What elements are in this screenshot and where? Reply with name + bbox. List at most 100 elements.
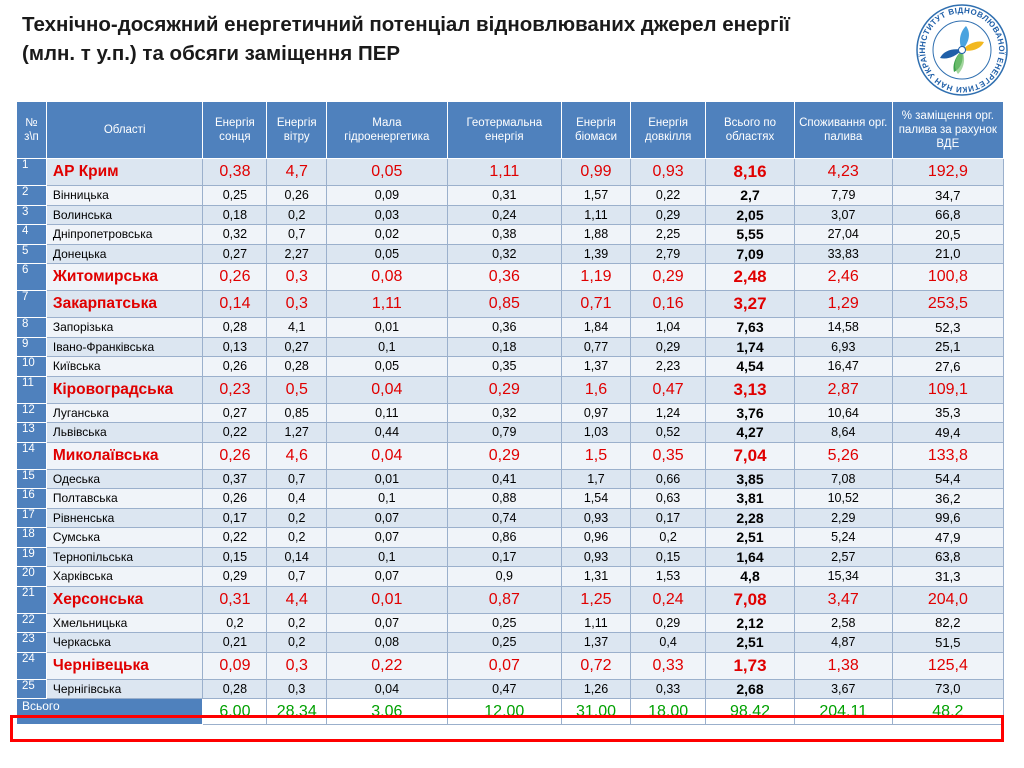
cell-ambient: 1,24: [629, 402, 707, 423]
cell-fuel-consumption: 3,67: [793, 678, 893, 699]
row-number: 8: [16, 317, 47, 338]
col-header-number: № з\п: [16, 101, 47, 159]
cell-replacement-pct: 73,0: [891, 678, 1005, 699]
cell-wind: 0,7: [266, 224, 328, 245]
cell-solar: 0,26: [202, 488, 268, 509]
table-row: 10 Київська 0,26 0,28 0,05 0,35 1,37 2,23 4,54 16…: [16, 356, 1005, 377]
total-fuel-consumption: 204,11: [793, 698, 893, 725]
cell-fuel-consumption: 7,08: [793, 468, 893, 489]
cell-small-hydro: 0,1: [326, 546, 448, 567]
table-header-row: № з\п Області Енергія сонця Енергія вітр…: [16, 101, 1005, 159]
cell-biomass: 0,93: [560, 507, 632, 528]
cell-replacement-pct: 20,5: [891, 224, 1005, 245]
cell-wind: 0,3: [266, 263, 328, 291]
cell-solar: 0,21: [202, 632, 268, 653]
col-header-ambient: Енергія довкілля: [629, 101, 707, 159]
cell-geothermal: 0,35: [446, 356, 562, 377]
cell-geothermal: 0,85: [446, 290, 562, 318]
cell-replacement-pct: 125,4: [891, 651, 1005, 680]
cell-wind: 0,5: [266, 375, 328, 404]
cell-fuel-consumption: 6,93: [793, 336, 893, 357]
cell-solar: 0,32: [202, 224, 268, 245]
row-number: 9: [16, 336, 47, 357]
cell-small-hydro: 0,1: [326, 336, 448, 357]
cell-biomass: 1,5: [560, 441, 632, 470]
cell-replacement-pct: 82,2: [891, 612, 1005, 633]
cell-fuel-consumption: 3,07: [793, 204, 893, 225]
table-row: 20 Харківська 0,29 0,7 0,07 0,9 1,31 1,53 4,8 15,…: [16, 566, 1005, 587]
cell-wind: 2,27: [266, 243, 328, 264]
row-number: 7: [16, 290, 47, 318]
cell-solar: 0,27: [202, 243, 268, 264]
cell-wind: 0,3: [266, 651, 328, 680]
cell-solar: 0,27: [202, 402, 268, 423]
region-name: Херсонська: [45, 585, 204, 614]
cell-small-hydro: 0,07: [326, 612, 448, 633]
row-number: 19: [16, 546, 47, 567]
cell-replacement-pct: 133,8: [891, 441, 1005, 470]
region-name: Запорізька: [45, 317, 204, 338]
cell-wind: 0,2: [266, 527, 328, 548]
cell-wind: 4,1: [266, 317, 328, 338]
cell-total-by-region: 2,05: [705, 204, 795, 225]
cell-replacement-pct: 100,8: [891, 263, 1005, 291]
cell-biomass: 0,72: [560, 651, 632, 680]
cell-biomass: 1,88: [560, 224, 632, 245]
col-header-fuel-consumption: Споживання орг. палива: [793, 101, 893, 159]
cell-total-by-region: 3,76: [705, 402, 795, 423]
table-row: 21 Херсонська 0,31 4,4 0,01 0,87 1,25 0,24 7,08 3…: [16, 585, 1005, 614]
region-name: Львівська: [45, 422, 204, 443]
cell-wind: 0,28: [266, 356, 328, 377]
cell-wind: 4,4: [266, 585, 328, 614]
table-row: 2 Вінницька 0,25 0,26 0,09 0,31 1,57 0,22 2,7 7,7…: [16, 185, 1005, 206]
region-name: Рівненська: [45, 507, 204, 528]
region-name: Полтавська: [45, 488, 204, 509]
cell-ambient: 2,79: [629, 243, 707, 264]
cell-ambient: 0,35: [629, 441, 707, 470]
row-number: 11: [16, 375, 47, 404]
table-row: 7 Закарпатська 0,14 0,3 1,11 0,85 0,71 0,16 3,27…: [16, 290, 1005, 318]
col-header-biomass: Енергія біомаси: [560, 101, 632, 159]
cell-total-by-region: 3,27: [705, 290, 795, 318]
cell-replacement-pct: 63,8: [891, 546, 1005, 567]
region-name: Закарпатська: [45, 290, 204, 318]
cell-small-hydro: 0,05: [326, 243, 448, 264]
cell-fuel-consumption: 33,83: [793, 243, 893, 264]
row-number: 2: [16, 185, 47, 206]
table-row: 17 Рівненська 0,17 0,2 0,07 0,74 0,93 0,17 2,28 2…: [16, 507, 1005, 528]
cell-fuel-consumption: 10,64: [793, 402, 893, 423]
cell-ambient: 0,15: [629, 546, 707, 567]
cell-biomass: 1,7: [560, 468, 632, 489]
cell-geothermal: 1,11: [446, 158, 562, 186]
cell-geothermal: 0,17: [446, 546, 562, 567]
row-number: 12: [16, 402, 47, 423]
cell-biomass: 1,11: [560, 612, 632, 633]
row-number: 25: [16, 678, 47, 699]
cell-wind: 0,14: [266, 546, 328, 567]
cell-geothermal: 0,31: [446, 185, 562, 206]
cell-replacement-pct: 52,3: [891, 317, 1005, 338]
cell-geothermal: 0,87: [446, 585, 562, 614]
region-name: Донецька: [45, 243, 204, 264]
cell-small-hydro: 0,07: [326, 507, 448, 528]
cell-biomass: 1,25: [560, 585, 632, 614]
cell-total-by-region: 4,27: [705, 422, 795, 443]
total-replacement-pct: 48,2: [891, 698, 1005, 725]
cell-biomass: 1,26: [560, 678, 632, 699]
cell-total-by-region: 3,85: [705, 468, 795, 489]
cell-fuel-consumption: 7,79: [793, 185, 893, 206]
cell-geothermal: 0,86: [446, 527, 562, 548]
cell-solar: 0,37: [202, 468, 268, 489]
cell-fuel-consumption: 10,52: [793, 488, 893, 509]
cell-geothermal: 0,24: [446, 204, 562, 225]
cell-solar: 0,28: [202, 678, 268, 699]
cell-biomass: 0,99: [560, 158, 632, 186]
table-row: 1 АР Крим 0,38 4,7 0,05 1,11 0,99 0,93 8,16 4,23 1…: [16, 158, 1005, 186]
cell-solar: 0,26: [202, 263, 268, 291]
cell-fuel-consumption: 2,29: [793, 507, 893, 528]
cell-ambient: 2,25: [629, 224, 707, 245]
page-title: Технічно-досяжний енергетичний потенціал…: [22, 13, 790, 65]
institute-logo-icon: ІНСТИТУТ ВІДНОВЛЮВАНОЇ ЕНЕРГЕТИКИ НАН УК…: [909, 0, 1008, 96]
cell-ambient: 2,23: [629, 356, 707, 377]
cell-wind: 0,4: [266, 488, 328, 509]
